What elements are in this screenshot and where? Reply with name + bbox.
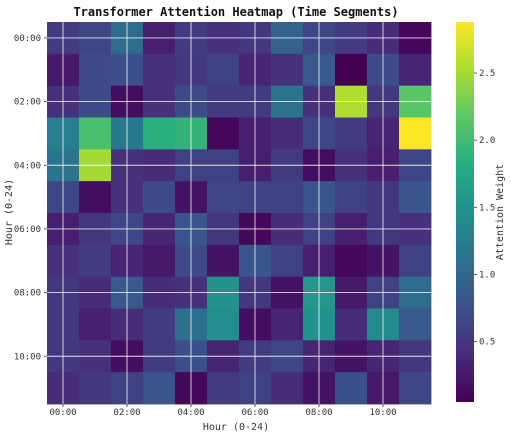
colorbar-ticks: 0.5 1.0 1.5 2.0 2.5 <box>474 69 495 348</box>
heatmap-cell <box>399 181 432 214</box>
heatmap-cell <box>143 372 176 405</box>
x-tick-label: 08:00 <box>305 408 332 418</box>
heatmap-cell <box>79 53 112 87</box>
heatmap-cell <box>79 181 112 214</box>
heatmap-cell <box>271 372 304 405</box>
y-axis-ticks: 00:00 02:00 04:00 06:00 08:00 10:00 <box>14 34 47 362</box>
heatmap-cell <box>207 244 240 278</box>
x-axis-label: Hour (0-24) <box>203 422 269 433</box>
heatmap-cell <box>79 372 112 405</box>
heatmap-cell <box>143 244 176 278</box>
heatmap-cell <box>271 244 304 278</box>
heatmap-cell <box>143 181 176 214</box>
colorbar-tick-label: 1.5 <box>479 203 495 213</box>
y-axis-label: Hour (0-24) <box>4 179 15 245</box>
y-tick-label: 00:00 <box>14 34 41 44</box>
y-tick-label: 02:00 <box>14 98 41 108</box>
heatmap-cell <box>335 181 368 214</box>
heatmap-cell <box>335 308 368 341</box>
heatmap-cell <box>207 53 240 87</box>
x-axis-ticks: 00:00 02:00 04:00 06:00 08:00 10:00 <box>49 404 397 418</box>
heatmap-cell <box>207 117 240 150</box>
x-tick-label: 00:00 <box>49 408 76 418</box>
x-tick-label: 10:00 <box>369 408 396 418</box>
heatmap-cell <box>143 53 176 87</box>
heatmap-cell <box>79 117 112 150</box>
y-tick-label: 06:00 <box>14 225 41 235</box>
colorbar-label: Attention Weight <box>495 164 506 260</box>
heatmap-cell <box>143 308 176 341</box>
heatmap-cell <box>271 117 304 150</box>
colorbar-tick-label: 2.5 <box>479 69 495 79</box>
heatmap-cell <box>271 308 304 341</box>
heatmap-cell <box>399 372 432 405</box>
heatmap-cell <box>79 244 112 278</box>
y-tick-label: 08:00 <box>14 289 41 299</box>
colorbar-tick-label: 1.0 <box>479 270 495 280</box>
heatmap-cell <box>207 308 240 341</box>
colorbar-tick-label: 0.5 <box>479 338 495 348</box>
heatmap-cell <box>271 181 304 214</box>
heatmap-cell <box>335 53 368 87</box>
colorbar-tick-label: 2.0 <box>479 136 495 146</box>
y-tick-label: 04:00 <box>14 161 41 171</box>
heatmap-cell <box>399 117 432 150</box>
heatmap-cell <box>335 244 368 278</box>
x-tick-label: 06:00 <box>241 408 268 418</box>
heatmap-cell <box>335 117 368 150</box>
x-tick-label: 04:00 <box>177 408 204 418</box>
chart-title: Transformer Attention Heatmap (Time Segm… <box>73 5 398 19</box>
heatmap-cells <box>47 22 432 405</box>
heatmap-cell <box>143 117 176 150</box>
y-tick-label: 10:00 <box>14 352 41 362</box>
heatmap-cell <box>79 308 112 341</box>
heatmap-cell <box>335 372 368 405</box>
heatmap-gridlines <box>47 22 431 404</box>
colorbar <box>456 22 474 402</box>
heatmap-cell <box>399 53 432 87</box>
heatmap-cell <box>271 53 304 87</box>
heatmap-cell <box>207 372 240 405</box>
x-tick-label: 02:00 <box>113 408 140 418</box>
heatmap-cell <box>399 244 432 278</box>
heatmap-cell <box>207 181 240 214</box>
heatmap-cell <box>399 308 432 341</box>
